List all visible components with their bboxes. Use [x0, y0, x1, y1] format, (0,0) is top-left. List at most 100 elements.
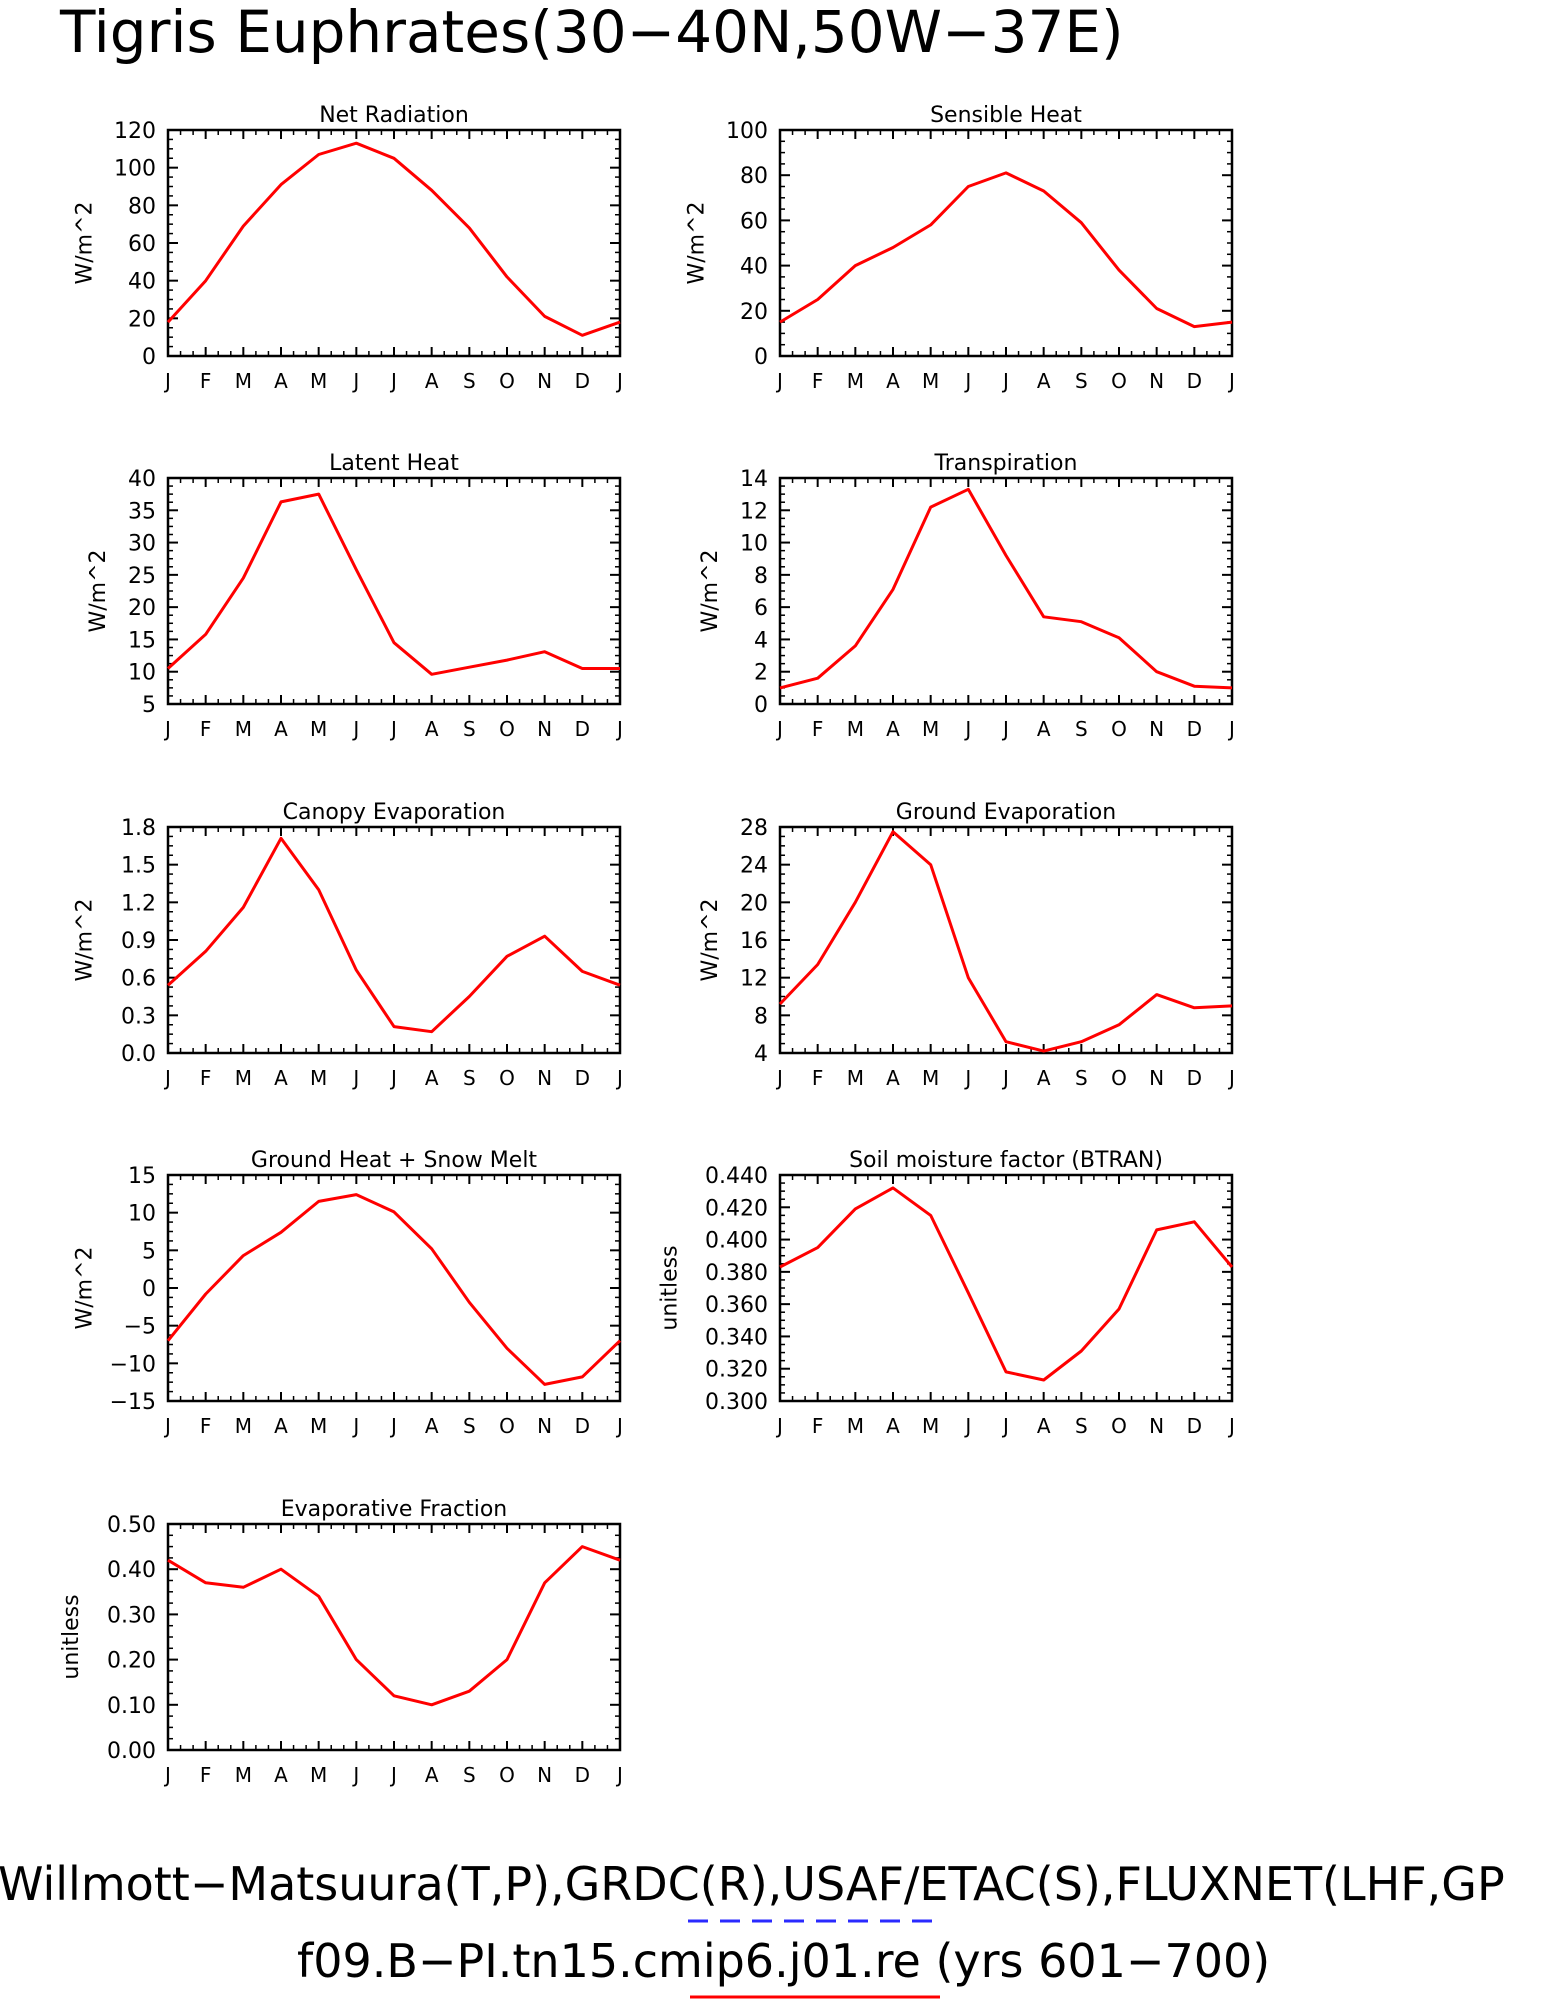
y-tick-label: 10: [128, 1202, 156, 1227]
series-line: [166, 492, 620, 676]
x-tick-label: A: [1037, 1066, 1051, 1090]
x-tick-label: M: [310, 1414, 327, 1438]
y-tick-label: 10: [128, 661, 156, 686]
y-tick-label: 4: [754, 1042, 768, 1067]
x-tick-label: J: [389, 717, 397, 741]
panel-title: Evaporative Fraction: [281, 1497, 507, 1522]
x-tick-label: J: [163, 717, 171, 741]
panel-9: J F M A M J J A S O N D J0.000.100.200.300.400.50Eva…: [59, 1497, 623, 1787]
series-line: [166, 1193, 622, 1386]
panel-title: Ground Evaporation: [896, 800, 1116, 825]
y-tick-label: 14: [740, 467, 768, 492]
y-tick-label: −5: [124, 1315, 156, 1340]
y-tick-label: 0.320: [705, 1358, 768, 1383]
x-tick-label: M: [922, 717, 939, 741]
x-tick-label: J: [775, 1414, 783, 1438]
series-line: [779, 487, 1233, 690]
x-tick-label: F: [200, 1763, 212, 1787]
y-tick-label: 0.40: [107, 1558, 156, 1583]
x-tick-label: M: [922, 369, 939, 393]
x-tick-label: O: [499, 717, 515, 741]
y-tick-label: 20: [128, 596, 156, 621]
x-tick-label: F: [812, 1066, 824, 1090]
x-tick-label: F: [200, 369, 212, 393]
y-tick-label: 0.0: [121, 1042, 156, 1067]
x-tick-label: D: [575, 1763, 590, 1787]
x-tick-label: J: [389, 369, 397, 393]
y-axis-label: unitless: [658, 1245, 683, 1330]
plot-frame: [166, 128, 622, 358]
x-tick-label: M: [922, 1414, 939, 1438]
y-tick-label: 12: [740, 499, 768, 524]
series-line: [167, 1545, 621, 1707]
x-tick-label: J: [615, 1066, 623, 1090]
x-tick-label: J: [963, 1414, 971, 1438]
x-tick-label: S: [1075, 1066, 1088, 1090]
x-tick-label: A: [425, 717, 439, 741]
x-tick-label: N: [537, 1763, 552, 1787]
y-tick-label: 60: [740, 209, 768, 234]
x-tick-label: J: [351, 1066, 359, 1090]
y-tick-label: 16: [740, 929, 768, 954]
x-tick-label: S: [463, 1066, 476, 1090]
panel-5: J F M A M J J A S O N D J0.00.30.60.91.21.51.8Canopy…: [73, 800, 623, 1090]
x-tick-label: M: [310, 717, 327, 741]
x-tick-label: J: [1227, 1414, 1235, 1438]
x-tick-label: J: [1001, 1414, 1009, 1438]
x-tick-label: S: [1075, 369, 1088, 393]
x-tick-label: F: [812, 717, 824, 741]
plot-frame: [778, 476, 1234, 706]
y-tick-label: 35: [128, 499, 156, 524]
x-tick-label: S: [1075, 1414, 1088, 1438]
y-tick-label: −15: [110, 1390, 156, 1415]
x-tick-label: A: [274, 717, 288, 741]
x-tick-label: A: [1037, 1414, 1051, 1438]
x-tick-label: D: [1187, 369, 1202, 393]
x-tick-label: J: [775, 369, 783, 393]
x-tick-label: J: [775, 1066, 783, 1090]
x-tick-label: M: [847, 1066, 864, 1090]
panel-title: Ground Heat + Snow Melt: [251, 1148, 538, 1173]
x-tick-label: S: [463, 1763, 476, 1787]
y-tick-label: 0: [142, 1277, 156, 1302]
x-tick-label: O: [499, 1414, 515, 1438]
x-tick-label: A: [425, 369, 439, 393]
y-tick-label: 0.440: [705, 1164, 768, 1189]
y-axis-label: unitless: [59, 1594, 84, 1679]
y-tick-label: 20: [128, 307, 156, 332]
y-tick-label: 28: [740, 816, 768, 841]
x-tick-label: O: [499, 1066, 515, 1090]
y-tick-label: 20: [740, 300, 768, 325]
x-tick-label: F: [200, 1414, 212, 1438]
x-tick-label: A: [274, 1066, 288, 1090]
x-tick-label: J: [163, 1066, 171, 1090]
y-tick-label: 0.380: [705, 1261, 768, 1286]
y-tick-label: 100: [726, 119, 768, 144]
y-tick-label: −10: [110, 1352, 156, 1377]
y-tick-label: 1.2: [121, 891, 156, 916]
y-tick-label: 6: [754, 596, 768, 621]
series-line: [166, 836, 621, 1034]
x-tick-label: J: [963, 717, 971, 741]
x-tick-label: M: [235, 717, 252, 741]
x-tick-label: D: [575, 717, 590, 741]
x-tick-label: A: [1037, 717, 1051, 741]
x-tick-label: A: [274, 1763, 288, 1787]
x-tick-label: J: [775, 717, 783, 741]
x-tick-label: J: [389, 1414, 397, 1438]
y-tick-label: 15: [128, 628, 156, 653]
y-tick-label: 2: [754, 661, 768, 686]
x-tick-label: S: [463, 1414, 476, 1438]
y-tick-label: 0: [142, 345, 156, 370]
y-tick-label: 0.420: [705, 1196, 768, 1221]
y-tick-label: 0.50: [107, 1513, 156, 1538]
x-tick-label: D: [1187, 1414, 1202, 1438]
x-tick-label: J: [351, 1763, 359, 1787]
x-tick-label: S: [1075, 717, 1088, 741]
x-tick-label: S: [463, 369, 476, 393]
x-tick-label: M: [235, 1414, 252, 1438]
plot-frame: [778, 1173, 1234, 1403]
